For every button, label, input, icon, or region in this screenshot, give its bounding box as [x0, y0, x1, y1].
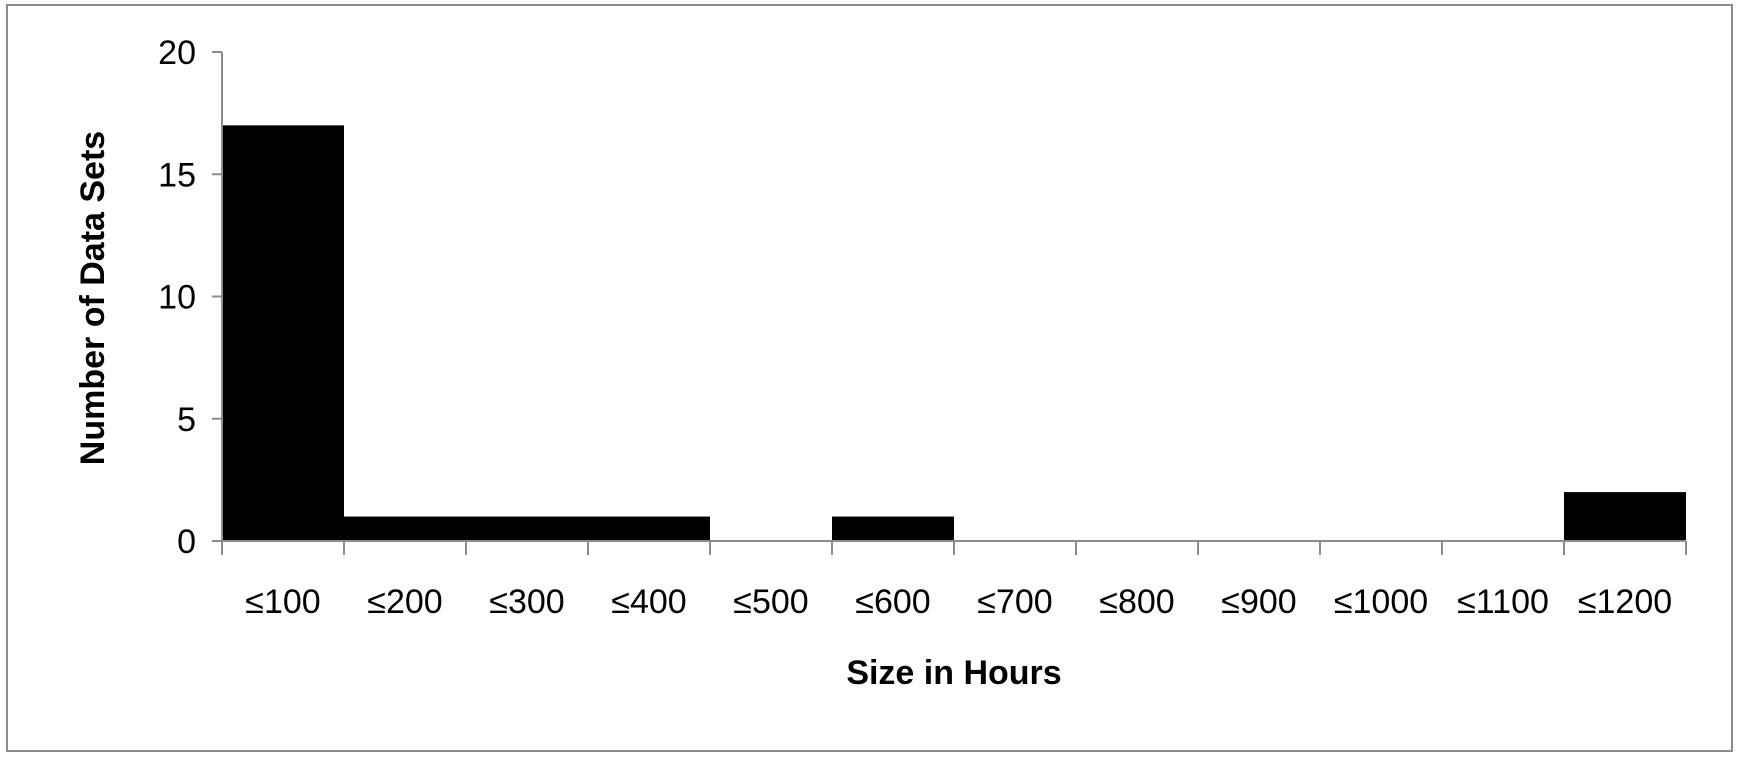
bars-layer: [222, 125, 1686, 541]
x-tick-label: ≤1200: [1578, 583, 1672, 621]
bar-12: [1564, 492, 1686, 541]
bar-6: [832, 516, 954, 541]
y-tick-label: 0: [177, 523, 196, 561]
x-tick-label: ≤300: [489, 583, 564, 621]
x-tick-label: ≤100: [245, 583, 320, 621]
x-tick-label: ≤900: [1221, 583, 1296, 621]
bar-2: [344, 516, 466, 541]
x-tick-label: ≤700: [977, 583, 1052, 621]
x-tick-label: ≤1000: [1334, 583, 1428, 621]
x-tick-label: ≤200: [367, 583, 442, 621]
axes-layer: [212, 51, 1687, 555]
x-tick-label: ≤600: [855, 583, 930, 621]
bar-3: [466, 516, 588, 541]
x-tick-label: ≤1100: [1457, 583, 1549, 621]
x-tick-label: ≤500: [733, 583, 808, 621]
y-tick-label: 20: [158, 34, 196, 72]
y-axis-title: Number of Data Sets: [74, 131, 112, 465]
labels-layer: 0 5 10 15 20 ≤100 ≤200 ≤300 ≤400 ≤500 ≤600 ≤700 ≤800…: [158, 34, 1672, 621]
x-tick-label: ≤400: [611, 583, 686, 621]
y-tick-label: 10: [158, 279, 196, 317]
y-tick-label: 15: [158, 156, 196, 194]
bar-4: [588, 516, 710, 541]
x-tick-label: ≤800: [1099, 583, 1174, 621]
x-axis-title: Size in Hours: [846, 654, 1061, 692]
y-tick-label: 5: [177, 401, 196, 439]
bar-1: [222, 125, 344, 541]
